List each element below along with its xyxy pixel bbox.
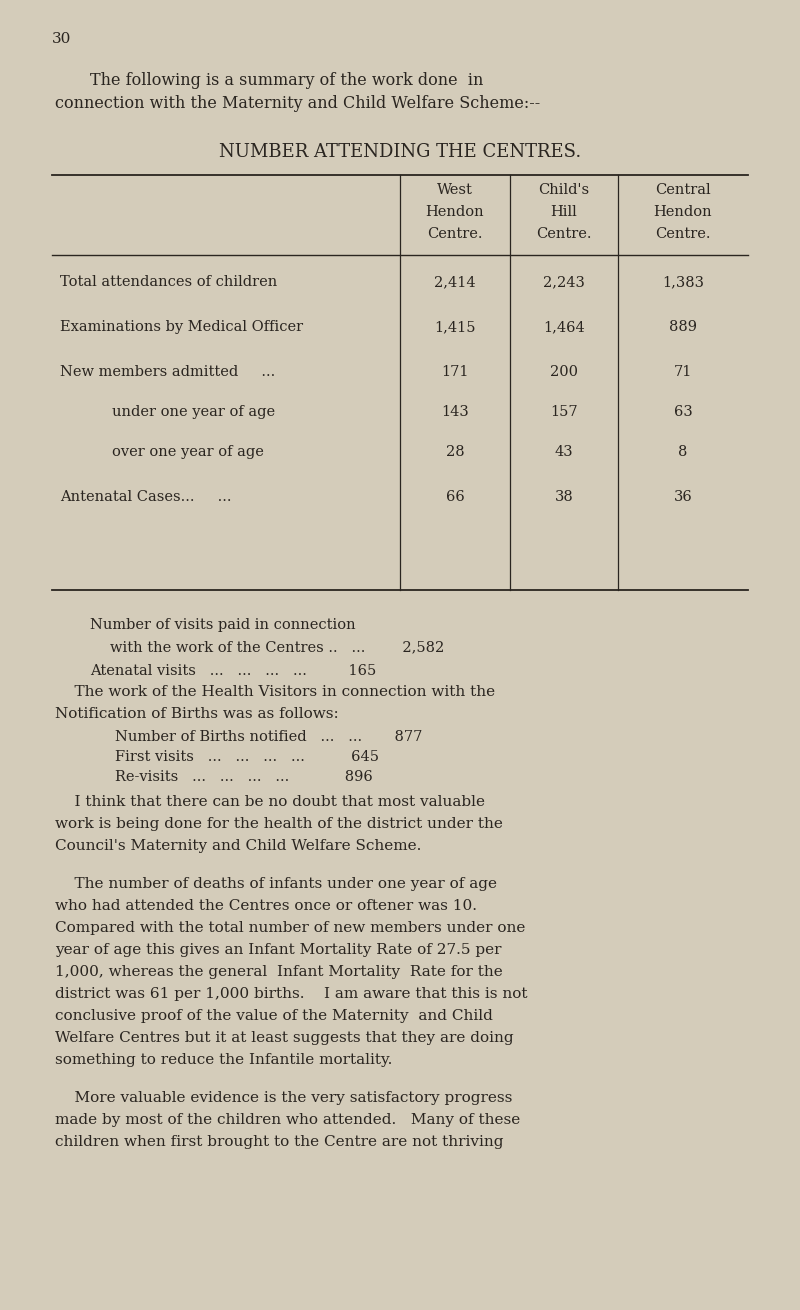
Text: Total attendances of children: Total attendances of children <box>60 275 278 290</box>
Text: New members admitted     ...: New members admitted ... <box>60 365 275 379</box>
Text: Notification of Births was as follows:: Notification of Births was as follows: <box>55 707 338 721</box>
Text: Atenatal visits   ...   ...   ...   ...         165: Atenatal visits ... ... ... ... 165 <box>90 664 376 679</box>
Text: 8: 8 <box>678 445 688 458</box>
Text: First visits   ...   ...   ...   ...          645: First visits ... ... ... ... 645 <box>115 751 379 764</box>
Text: children when first brought to the Centre are not thriving: children when first brought to the Centr… <box>55 1134 503 1149</box>
Text: 38: 38 <box>554 490 574 504</box>
Text: 2,243: 2,243 <box>543 275 585 290</box>
Text: who had attended the Centres once or oftener was 10.: who had attended the Centres once or oft… <box>55 899 477 913</box>
Text: under one year of age: under one year of age <box>112 405 275 419</box>
Text: year of age this gives an Infant Mortality Rate of 27.5 per: year of age this gives an Infant Mortali… <box>55 943 502 958</box>
Text: 30: 30 <box>52 31 71 46</box>
Text: work is being done for the health of the district under the: work is being done for the health of the… <box>55 817 503 831</box>
Text: connection with the Maternity and Child Welfare Scheme:--: connection with the Maternity and Child … <box>55 96 540 111</box>
Text: Centre.: Centre. <box>536 227 592 241</box>
Text: 171: 171 <box>442 365 469 379</box>
Text: made by most of the children who attended.   Many of these: made by most of the children who attende… <box>55 1114 520 1127</box>
Text: something to reduce the Infantile mortality.: something to reduce the Infantile mortal… <box>55 1053 392 1068</box>
Text: 43: 43 <box>554 445 574 458</box>
Text: 143: 143 <box>441 405 469 419</box>
Text: with the work of the Centres ..   ...        2,582: with the work of the Centres .. ... 2,58… <box>110 641 444 654</box>
Text: 1,000, whereas the general  Infant Mortality  Rate for the: 1,000, whereas the general Infant Mortal… <box>55 965 502 979</box>
Text: I think that there can be no doubt that most valuable: I think that there can be no doubt that … <box>55 795 485 810</box>
Text: Child's: Child's <box>538 183 590 196</box>
Text: 71: 71 <box>674 365 692 379</box>
Text: 36: 36 <box>674 490 692 504</box>
Text: Centre.: Centre. <box>427 227 482 241</box>
Text: The following is a summary of the work done  in: The following is a summary of the work d… <box>90 72 483 89</box>
Text: Central: Central <box>655 183 711 196</box>
Text: 28: 28 <box>446 445 464 458</box>
Text: 1,464: 1,464 <box>543 320 585 334</box>
Text: 1,383: 1,383 <box>662 275 704 290</box>
Text: Hendon: Hendon <box>426 204 484 219</box>
Text: Hendon: Hendon <box>654 204 712 219</box>
Text: Re-visits   ...   ...   ...   ...            896: Re-visits ... ... ... ... 896 <box>115 770 373 783</box>
Text: 66: 66 <box>446 490 464 504</box>
Text: 63: 63 <box>674 405 692 419</box>
Text: Number of Births notified   ...   ...       877: Number of Births notified ... ... 877 <box>115 730 422 744</box>
Text: Examinations by Medical Officer: Examinations by Medical Officer <box>60 320 303 334</box>
Text: The number of deaths of infants under one year of age: The number of deaths of infants under on… <box>55 876 497 891</box>
Text: The work of the Health Visitors in connection with the: The work of the Health Visitors in conne… <box>55 685 495 700</box>
Text: Centre.: Centre. <box>655 227 710 241</box>
Text: conclusive proof of the value of the Maternity  and Child: conclusive proof of the value of the Mat… <box>55 1009 493 1023</box>
Text: 200: 200 <box>550 365 578 379</box>
Text: 1,415: 1,415 <box>434 320 476 334</box>
Text: Council's Maternity and Child Welfare Scheme.: Council's Maternity and Child Welfare Sc… <box>55 838 422 853</box>
Text: Compared with the total number of new members under one: Compared with the total number of new me… <box>55 921 526 935</box>
Text: More valuable evidence is the very satisfactory progress: More valuable evidence is the very satis… <box>55 1091 512 1106</box>
Text: 157: 157 <box>550 405 578 419</box>
Text: West: West <box>437 183 473 196</box>
Text: 889: 889 <box>669 320 697 334</box>
Text: district was 61 per 1,000 births.    I am aware that this is not: district was 61 per 1,000 births. I am a… <box>55 986 527 1001</box>
Text: Antenatal Cases...     ...: Antenatal Cases... ... <box>60 490 231 504</box>
Text: Number of visits paid in connection: Number of visits paid in connection <box>90 618 356 631</box>
Text: Welfare Centres but it at least suggests that they are doing: Welfare Centres but it at least suggests… <box>55 1031 514 1045</box>
Text: NUMBER ATTENDING THE CENTRES.: NUMBER ATTENDING THE CENTRES. <box>219 143 581 161</box>
Text: Hill: Hill <box>550 204 578 219</box>
Text: over one year of age: over one year of age <box>112 445 264 458</box>
Text: 2,414: 2,414 <box>434 275 476 290</box>
